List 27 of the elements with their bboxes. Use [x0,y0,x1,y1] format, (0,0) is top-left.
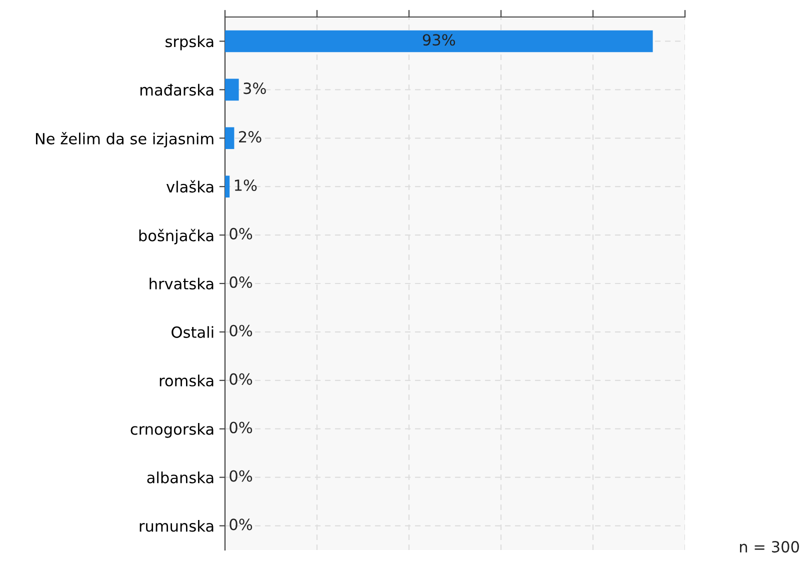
data-label: 1% [234,179,257,192]
bar [225,30,653,52]
y-tick-label: hrvatska [150,278,214,290]
data-label: 0% [230,422,252,434]
data-label: 0% [230,228,252,240]
data-label: 0% [230,470,252,482]
y-tick-label: Ne želim da se izjasnim [36,132,214,148]
y-tick-label: crnogorska [130,423,214,438]
y-tick-label: srpska [166,35,214,50]
data-label: 0% [230,324,252,336]
y-tick-label: mađarska [140,84,214,96]
text: n = 300 [740,541,799,553]
y-tick-label: albanska [147,472,214,484]
y-tick-label: romska [160,374,214,386]
data-label: 2% [239,131,262,143]
bar [225,78,239,101]
data-label: 0% [230,518,252,530]
data-label: 93% [422,34,456,46]
y-tick-label: vlaška [166,180,214,193]
data-label: 3% [244,82,266,94]
y-tick-label: bošnjačka [139,228,214,244]
data-label: 0% [230,373,252,385]
y-tick-label: rumunska [140,520,214,532]
data-label: 0% [230,276,252,288]
y-tick-label: Ostali [172,326,214,338]
bar [225,127,234,150]
bar [225,176,230,198]
